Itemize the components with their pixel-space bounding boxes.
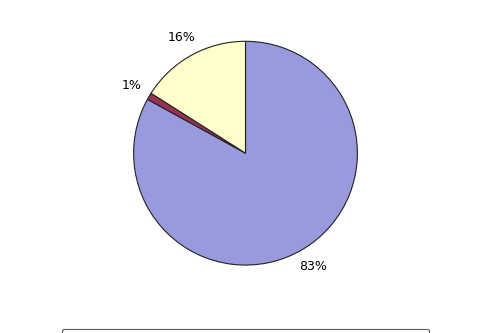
Text: 16%: 16%	[168, 31, 196, 44]
Text: 1%: 1%	[122, 80, 142, 93]
Wedge shape	[147, 93, 246, 153]
Legend: Wages & Salaries, Employee Benefits, Operating Expenses: Wages & Salaries, Employee Benefits, Ope…	[62, 329, 429, 333]
Wedge shape	[151, 41, 246, 153]
Wedge shape	[134, 41, 357, 265]
Text: 83%: 83%	[299, 260, 327, 273]
